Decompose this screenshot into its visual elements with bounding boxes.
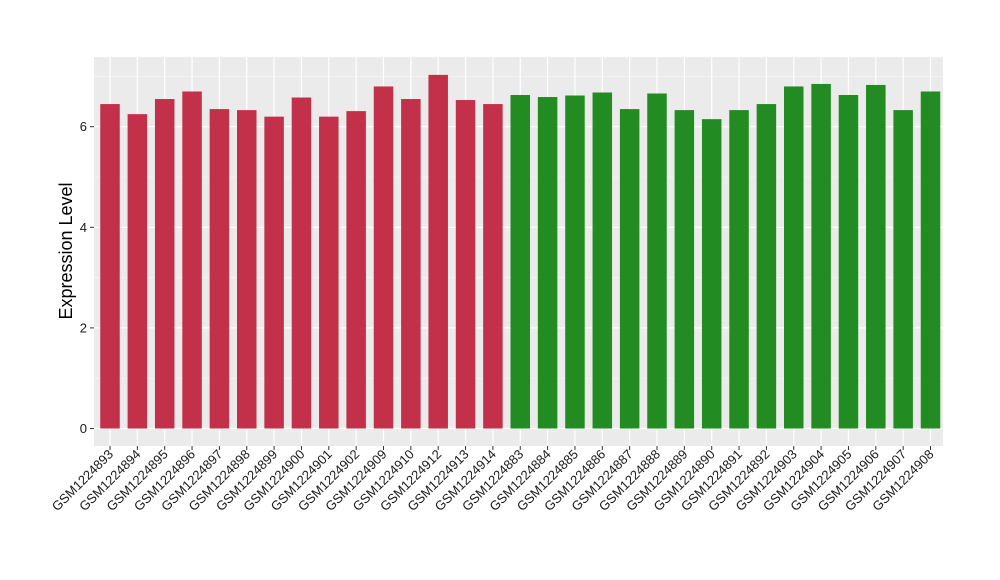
bar — [237, 110, 257, 429]
bar — [346, 111, 366, 429]
bar — [319, 116, 339, 429]
bar — [838, 95, 859, 429]
y-tick-label: 2 — [80, 320, 87, 335]
axes: 0246GSM1224893GSM1224894GSM1224895GSM122… — [49, 119, 937, 514]
bar — [619, 109, 640, 429]
bar — [291, 97, 312, 429]
bar — [811, 83, 831, 429]
y-tick-label: 4 — [80, 220, 87, 235]
y-axis-title: Expression Level — [56, 182, 76, 319]
y-tick-label: 0 — [80, 421, 87, 436]
bar — [127, 114, 148, 429]
y-tick-label: 6 — [80, 119, 87, 134]
bar — [428, 74, 448, 429]
bar — [182, 91, 202, 429]
bar — [893, 110, 913, 429]
bar — [401, 99, 421, 429]
bar — [866, 84, 886, 429]
bar — [100, 104, 120, 429]
bar — [264, 116, 284, 429]
bar — [729, 110, 749, 429]
bar — [784, 86, 804, 429]
bar — [647, 93, 667, 429]
bar — [537, 97, 558, 429]
bar — [592, 92, 613, 429]
bar — [510, 95, 530, 429]
bar — [701, 119, 722, 429]
bar — [756, 104, 777, 429]
bar — [565, 95, 585, 429]
bar — [154, 99, 175, 429]
bar — [920, 91, 941, 429]
bar — [209, 109, 230, 429]
bar — [455, 100, 476, 429]
bar — [674, 110, 695, 429]
bars — [100, 74, 941, 429]
bar — [373, 86, 394, 429]
bar — [483, 104, 503, 429]
